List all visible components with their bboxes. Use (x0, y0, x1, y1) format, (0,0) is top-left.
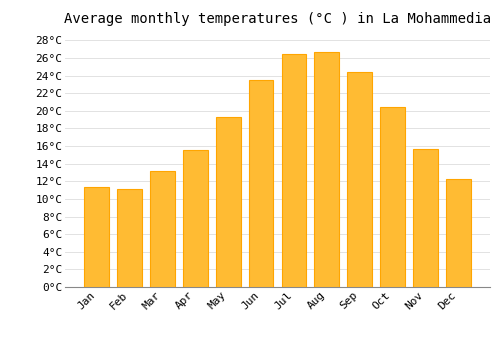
Bar (84, 188, 109, 287)
Title: Average monthly temperatures (°C ) in La Mohammedia: Average monthly temperatures (°C ) in La… (64, 12, 491, 26)
Bar (117, 189, 142, 287)
Bar (314, 52, 339, 287)
Bar (413, 149, 438, 287)
Bar (183, 149, 208, 287)
Bar (380, 107, 405, 287)
Bar (216, 117, 240, 287)
Bar (446, 178, 470, 287)
Bar (248, 80, 274, 287)
Bar (348, 72, 372, 287)
Bar (150, 171, 174, 287)
Bar (282, 54, 306, 287)
